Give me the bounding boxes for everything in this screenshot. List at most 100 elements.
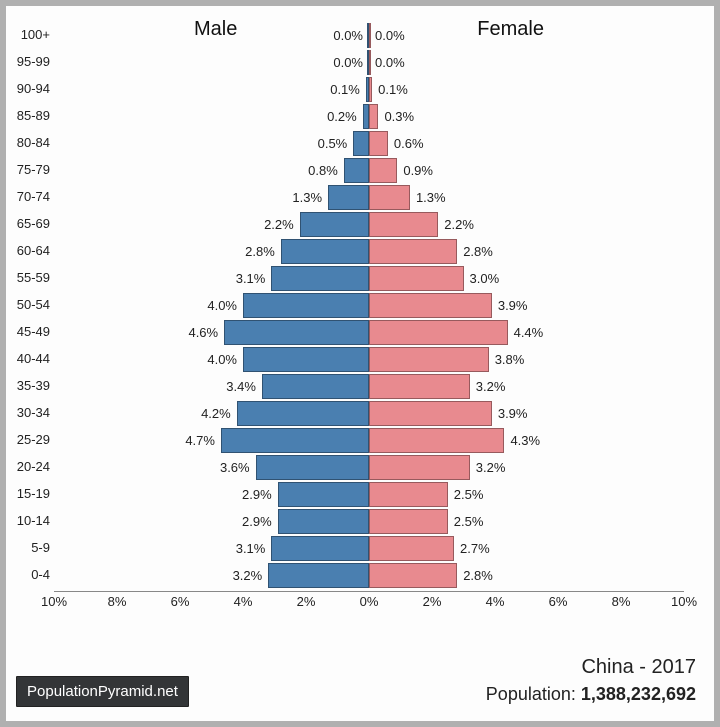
female-bar	[369, 293, 492, 318]
female-pct: 2.2%	[444, 217, 474, 232]
age-row: 65-692.2%2.2%	[54, 211, 684, 238]
male-pct: 3.2%	[233, 568, 263, 583]
female-pct: 3.8%	[495, 352, 525, 367]
female-bar	[369, 185, 410, 210]
male-bar	[221, 428, 369, 453]
female-bar	[369, 212, 438, 237]
age-row: 15-192.9%2.5%	[54, 481, 684, 508]
age-label: 100+	[8, 27, 50, 42]
age-label: 45-49	[8, 324, 50, 339]
age-label: 75-79	[8, 162, 50, 177]
age-label: 20-24	[8, 459, 50, 474]
female-pct: 3.9%	[498, 298, 528, 313]
age-row: 10-142.9%2.5%	[54, 508, 684, 535]
age-row: 45-494.6%4.4%	[54, 319, 684, 346]
male-bar	[268, 563, 369, 588]
female-pct: 0.1%	[378, 82, 408, 97]
male-pct: 1.3%	[292, 190, 322, 205]
age-row: 40-444.0%3.8%	[54, 346, 684, 373]
male-bar	[243, 293, 369, 318]
age-row: 95-990.0%0.0%	[54, 49, 684, 76]
female-pct: 3.2%	[476, 460, 506, 475]
female-bar	[369, 374, 470, 399]
female-bar	[369, 50, 371, 75]
age-row: 20-243.6%3.2%	[54, 454, 684, 481]
male-bar	[256, 455, 369, 480]
age-label: 25-29	[8, 432, 50, 447]
age-row: 5-93.1%2.7%	[54, 535, 684, 562]
age-label: 65-69	[8, 216, 50, 231]
male-bar	[262, 374, 369, 399]
male-bar	[278, 509, 369, 534]
x-tick: 10%	[671, 594, 697, 609]
x-tick: 10%	[41, 594, 67, 609]
age-label: 0-4	[8, 567, 50, 582]
female-pct: 0.9%	[403, 163, 433, 178]
age-row: 80-840.5%0.6%	[54, 130, 684, 157]
male-bar	[353, 131, 369, 156]
female-bar	[369, 158, 397, 183]
age-label: 70-74	[8, 189, 50, 204]
age-row: 30-344.2%3.9%	[54, 400, 684, 427]
age-row: 35-393.4%3.2%	[54, 373, 684, 400]
female-pct: 3.0%	[470, 271, 500, 286]
female-bar	[369, 428, 504, 453]
male-pct: 0.0%	[333, 55, 363, 70]
female-bar	[369, 509, 448, 534]
male-bar	[344, 158, 369, 183]
population-line: Population: 1,388,232,692	[486, 684, 696, 705]
age-label: 30-34	[8, 405, 50, 420]
female-bar	[369, 77, 372, 102]
population-label: Population:	[486, 684, 581, 704]
male-pct: 0.2%	[327, 109, 357, 124]
male-pct: 3.1%	[236, 541, 266, 556]
female-bar	[369, 266, 464, 291]
x-tick: 8%	[612, 594, 631, 609]
female-bar	[369, 536, 454, 561]
female-pct: 2.7%	[460, 541, 490, 556]
age-row: 0-43.2%2.8%	[54, 562, 684, 589]
age-label: 10-14	[8, 513, 50, 528]
age-label: 5-9	[8, 540, 50, 555]
female-pct: 0.3%	[384, 109, 414, 124]
female-bar	[369, 104, 378, 129]
x-tick: 2%	[297, 594, 316, 609]
age-label: 85-89	[8, 108, 50, 123]
population-value: 1,388,232,692	[581, 684, 696, 704]
chart-title: China - 2017	[581, 656, 696, 679]
x-tick: 2%	[423, 594, 442, 609]
female-bar	[369, 320, 508, 345]
male-pct: 4.0%	[207, 352, 237, 367]
male-bar	[243, 347, 369, 372]
male-pct: 3.1%	[236, 271, 266, 286]
age-label: 15-19	[8, 486, 50, 501]
age-label: 60-64	[8, 243, 50, 258]
male-bar	[328, 185, 369, 210]
female-pct: 2.8%	[463, 568, 493, 583]
x-tick: 8%	[108, 594, 127, 609]
watermark: PopulationPyramid.net	[16, 676, 189, 707]
female-pct: 0.0%	[375, 28, 405, 43]
male-pct: 3.4%	[226, 379, 256, 394]
age-row: 75-790.8%0.9%	[54, 157, 684, 184]
male-pct: 4.2%	[201, 406, 231, 421]
chart-frame: Male Female 100+0.0%0.0%95-990.0%0.0%90-…	[6, 6, 714, 721]
female-pct: 4.3%	[510, 433, 540, 448]
age-row: 25-294.7%4.3%	[54, 427, 684, 454]
male-bar	[237, 401, 369, 426]
pyramid-chart: Male Female 100+0.0%0.0%95-990.0%0.0%90-…	[54, 16, 684, 636]
male-pct: 0.8%	[308, 163, 338, 178]
female-bar	[369, 401, 492, 426]
female-bar	[369, 347, 489, 372]
age-row: 55-593.1%3.0%	[54, 265, 684, 292]
female-pct: 3.9%	[498, 406, 528, 421]
x-tick: 4%	[486, 594, 505, 609]
female-bar	[369, 455, 470, 480]
male-pct: 4.6%	[188, 325, 218, 340]
male-pct: 4.7%	[185, 433, 215, 448]
female-bar	[369, 131, 388, 156]
female-pct: 2.5%	[454, 487, 484, 502]
male-bar	[281, 239, 369, 264]
x-tick: 0%	[360, 594, 379, 609]
male-pct: 4.0%	[207, 298, 237, 313]
